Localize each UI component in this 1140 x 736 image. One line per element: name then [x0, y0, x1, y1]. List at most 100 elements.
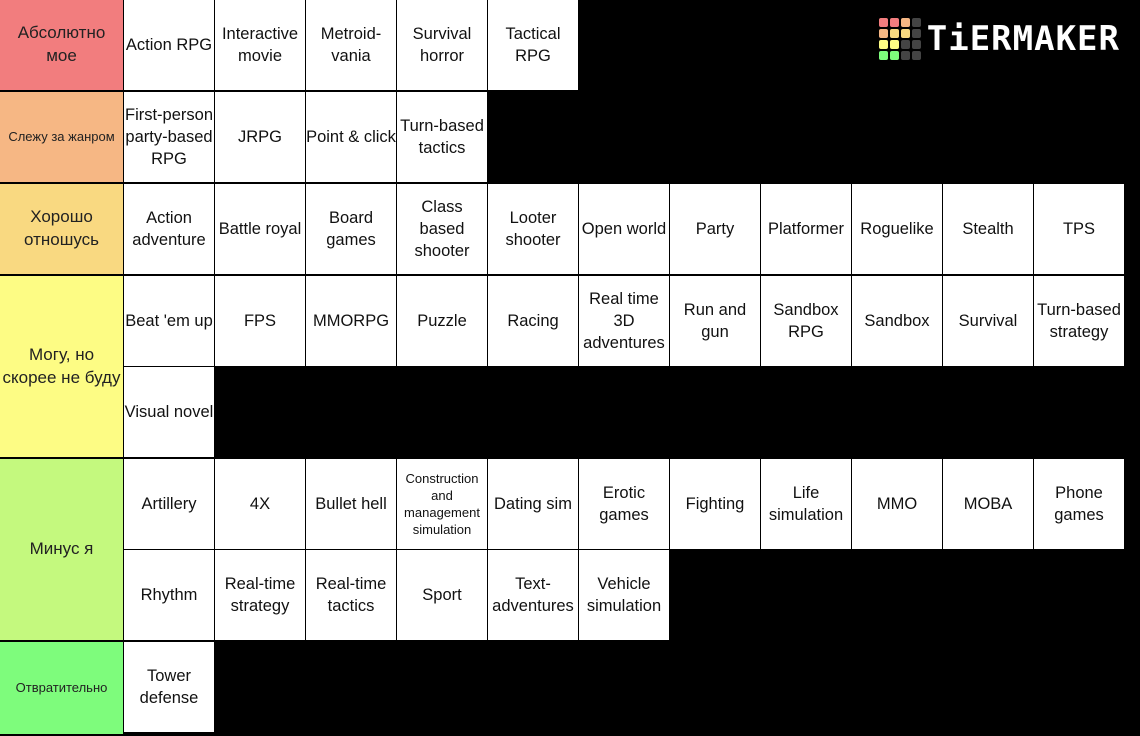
tier-item-label: Real-time strategy: [224, 575, 296, 615]
tier-row: Отвратительно Tower defense: [0, 642, 1140, 734]
tier-item-label: Real-time tactics: [315, 575, 387, 615]
tier-item-card[interactable]: Racing: [488, 276, 578, 366]
tier-item-card[interactable]: Tactical RPG: [488, 0, 578, 90]
tier-items: Tower defense: [124, 642, 1140, 734]
tier-item-label: Metroid-vania: [320, 25, 382, 65]
tier-item-card[interactable]: First-person party-based RPG: [124, 92, 214, 182]
tier-item-card[interactable]: Open world: [579, 184, 669, 274]
logo-grid-icon: [878, 18, 921, 60]
tier-item-card[interactable]: Text-adventures: [488, 550, 578, 640]
tier-label-text: Отвратительно: [15, 680, 108, 696]
tier-item-label: Dating sim: [494, 495, 572, 513]
tier-item-card[interactable]: Visual novel: [124, 367, 214, 457]
tier-label[interactable]: Отвратительно: [0, 642, 124, 734]
tier-item-label: Looter shooter: [505, 209, 561, 249]
tier-item-card[interactable]: Stealth: [943, 184, 1033, 274]
tier-item-card[interactable]: Real time 3D adventures: [579, 276, 669, 366]
tier-item-card[interactable]: Roguelike: [852, 184, 942, 274]
tier-item-card[interactable]: Interactive movie: [215, 0, 305, 90]
tier-item-card[interactable]: Action RPG: [124, 0, 214, 90]
tier-item-label: JRPG: [237, 128, 282, 146]
tier-item-card[interactable]: Metroid-vania: [306, 0, 396, 90]
tier-item-label: Action RPG: [125, 36, 213, 54]
tier-item-label: Point & click: [306, 128, 396, 146]
tier-item-card[interactable]: Tower defense: [124, 642, 214, 732]
tier-item-label: Turn-based strategy: [1037, 301, 1121, 341]
tier-item-card[interactable]: Real-time tactics: [306, 550, 396, 640]
tier-item-label: MOBA: [963, 495, 1013, 513]
tier-item-card[interactable]: Real-time strategy: [215, 550, 305, 640]
tier-item-card[interactable]: MOBA: [943, 459, 1033, 549]
tier-item-card[interactable]: Phone games: [1034, 459, 1124, 549]
tier-label[interactable]: Могу, но скорее не буду: [0, 276, 124, 457]
tier-item-card[interactable]: Turn-based strategy: [1034, 276, 1124, 366]
tier-item-card[interactable]: Survival horror: [397, 0, 487, 90]
tier-item-label: Survival horror: [412, 25, 472, 65]
tier-item-label: Action adventure: [132, 209, 206, 249]
tier-item-card[interactable]: Board games: [306, 184, 396, 274]
tier-item-card[interactable]: Construction and management simulation: [397, 459, 487, 549]
tier-item-card[interactable]: Sandbox RPG: [761, 276, 851, 366]
tier-item-card[interactable]: Sport: [397, 550, 487, 640]
tier-label[interactable]: Минус я: [0, 459, 124, 640]
tier-item-card[interactable]: Looter shooter: [488, 184, 578, 274]
tier-item-card[interactable]: Sandbox: [852, 276, 942, 366]
tier-item-card[interactable]: Rhythm: [124, 550, 214, 640]
tier-item-label: Board games: [326, 209, 376, 249]
tier-item-card[interactable]: Beat 'em up: [124, 276, 214, 366]
tier-row: Хорошо отношусь Action adventure Battle ro…: [0, 184, 1140, 276]
tier-item-card[interactable]: JRPG: [215, 92, 305, 182]
tier-item-card[interactable]: TPS: [1034, 184, 1124, 274]
tier-item-card[interactable]: Vehicle simulation: [579, 550, 669, 640]
tier-item-card[interactable]: Run and gun: [670, 276, 760, 366]
tier-item-card[interactable]: Erotic games: [579, 459, 669, 549]
tier-items: Action adventure Battle royal Board games C…: [124, 184, 1140, 274]
tier-item-label: Interactive movie: [221, 25, 299, 65]
tier-item-label: Fighting: [685, 495, 745, 513]
tier-item-label: Vehicle simulation: [586, 575, 662, 615]
tier-label[interactable]: Хорошо отношусь: [0, 184, 124, 274]
tier-item-card[interactable]: FPS: [215, 276, 305, 366]
tier-item-label: Racing: [507, 312, 559, 330]
tier-item-card[interactable]: Party: [670, 184, 760, 274]
tier-label[interactable]: Слежу за жанром: [0, 92, 124, 182]
tier-item-label: MMO: [876, 495, 918, 513]
tier-item-card[interactable]: Bullet hell: [306, 459, 396, 549]
tier-item-card[interactable]: Turn-based tactics: [397, 92, 487, 182]
tier-item-label: Erotic games: [599, 484, 649, 524]
tier-item-card[interactable]: Artillery: [124, 459, 214, 549]
tier-item-label: Artillery: [141, 495, 197, 513]
tier-row: Минус я Artillery 4X Bullet hell Constructio…: [0, 459, 1140, 642]
tier-item-card[interactable]: Life simulation: [761, 459, 851, 549]
tier-item-card[interactable]: MMO: [852, 459, 942, 549]
tier-item-card[interactable]: Battle royal: [215, 184, 305, 274]
tier-item-label: Open world: [581, 220, 667, 238]
tier-item-card[interactable]: Fighting: [670, 459, 760, 549]
tier-item-label: Beat 'em up: [125, 312, 213, 330]
tier-row: Абсолютно мое Action RPG Interactive movie…: [0, 0, 1140, 92]
tier-item-card[interactable]: Dating sim: [488, 459, 578, 549]
tier-item-label: FPS: [243, 312, 277, 330]
tier-item-card[interactable]: Platformer: [761, 184, 851, 274]
tier-item-label: Class based shooter: [414, 198, 470, 260]
tier-label-text: Минус я: [29, 539, 94, 559]
tier-item-label: Party: [695, 220, 735, 238]
tier-item-label: MMORPG: [312, 312, 390, 330]
tier-item-card[interactable]: 4X: [215, 459, 305, 549]
tier-item-label: Phone games: [1054, 484, 1104, 524]
tier-item-label: Battle royal: [218, 220, 302, 238]
tier-item-label: Sport: [422, 586, 462, 604]
logo-text: TiERMAKER: [926, 19, 1120, 59]
tier-item-card[interactable]: Action adventure: [124, 184, 214, 274]
tier-item-card[interactable]: MMORPG: [306, 276, 396, 366]
tier-items: First-person party-based RPG JRPG Point & …: [124, 92, 1140, 182]
tier-item-label: Sandbox RPG: [773, 301, 839, 341]
tier-item-label: Sandbox: [864, 312, 930, 330]
tier-item-card[interactable]: Class based shooter: [397, 184, 487, 274]
tier-item-card[interactable]: Point & click: [306, 92, 396, 182]
tier-label[interactable]: Абсолютно мое: [0, 0, 124, 90]
tier-item-card[interactable]: Puzzle: [397, 276, 487, 366]
tier-item-label: Bullet hell: [315, 495, 387, 513]
tier-item-card[interactable]: Survival: [943, 276, 1033, 366]
